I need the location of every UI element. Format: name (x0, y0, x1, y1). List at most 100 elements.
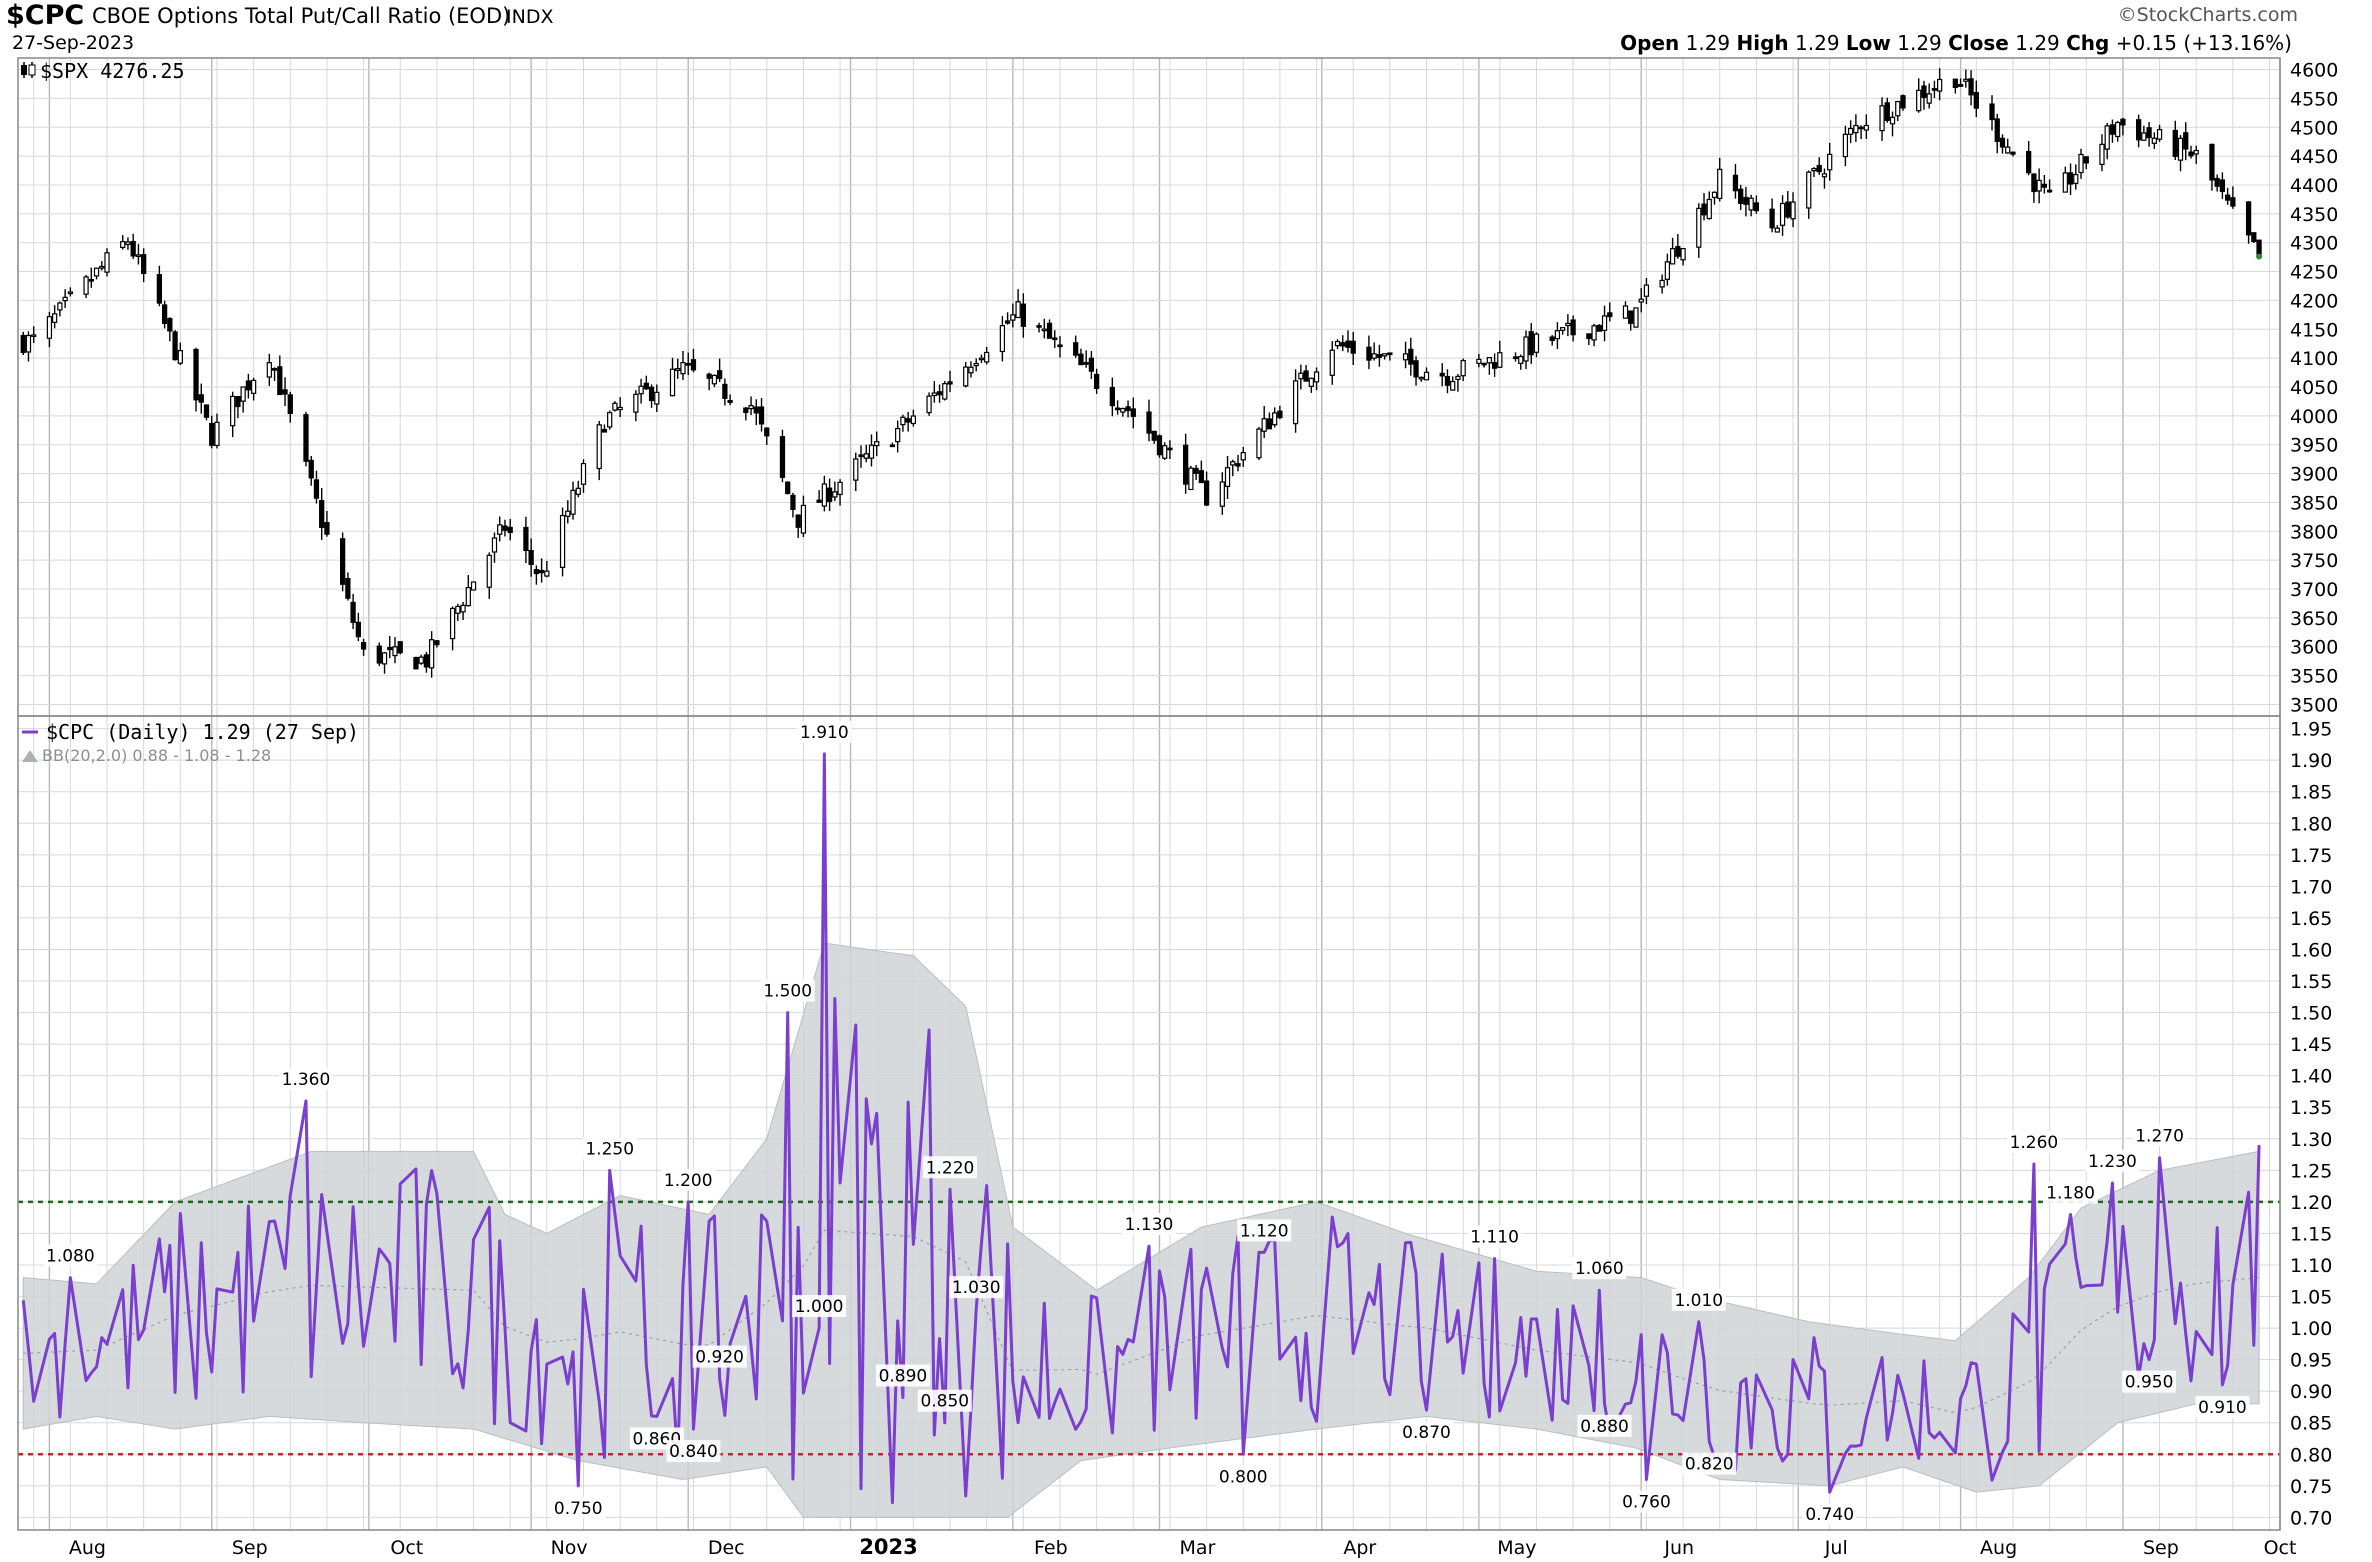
spx-candle (2230, 186, 2236, 209)
spx-candle (397, 641, 403, 655)
spx-candle (580, 459, 587, 493)
candle-body (874, 441, 880, 447)
annotation-label: 1.180 (2046, 1183, 2095, 1203)
spx-candle (837, 479, 843, 506)
spx-candle (638, 378, 644, 404)
annotation-box (797, 720, 852, 743)
candle-body (1999, 137, 2006, 148)
candle-body (1952, 78, 1958, 89)
spx-candle (1675, 234, 1681, 259)
candle-body (2010, 151, 2016, 155)
cpc-y-tick: 1.05 (2290, 1287, 2332, 1309)
spx-candle (1418, 376, 1424, 382)
annotation-box (2085, 1149, 2140, 1172)
spx-candle (104, 248, 110, 277)
cpc-annotation: 0.870 (1399, 1421, 1454, 1444)
spx-y-tick: 4400 (2290, 175, 2338, 197)
cpc-annotation: 0.740 (1802, 1503, 1857, 1526)
candle-body (858, 454, 864, 458)
spx-candle (868, 434, 875, 467)
spx-candle (2135, 114, 2142, 148)
open-value: 1.29 (1685, 31, 1731, 55)
cpc-annotation: 0.750 (551, 1496, 606, 1519)
close-value: 1.29 (2015, 31, 2060, 55)
candle-body (277, 366, 283, 396)
spx-candle (821, 475, 827, 512)
candle-body (135, 254, 142, 258)
annotation-box (1671, 1288, 1726, 1311)
cpc-annotation: 1.120 (1237, 1219, 1292, 1242)
spx-candle (2115, 120, 2121, 142)
candle-body (1350, 340, 1356, 354)
spx-candle (245, 373, 252, 399)
cpc-legend: $CPC (Daily) 1.29 (27 Sep) (46, 720, 359, 744)
cpc-annotation: 1.080 (43, 1244, 98, 1267)
candle-body (460, 604, 466, 613)
annotation-label: 1.010 (1674, 1291, 1723, 1311)
candle-body (1402, 353, 1409, 361)
candle-body (853, 458, 859, 481)
spx-candle (2078, 148, 2084, 179)
cpc-annotation: 1.000 (792, 1295, 847, 1318)
spx-candle (1329, 341, 1335, 385)
candle-body (1732, 174, 1739, 192)
annotation-label: 1.500 (763, 982, 812, 1002)
candle-body (1711, 191, 1718, 199)
candle-body (1329, 349, 1335, 376)
candle-body (203, 404, 210, 418)
candle-body (1696, 207, 1702, 248)
candle-body (2230, 197, 2236, 207)
cpc-annotation: 1.180 (2043, 1181, 2098, 1204)
annotation-box (666, 1440, 721, 1463)
spx-candle (1785, 191, 1791, 219)
spx-candle (1497, 340, 1503, 368)
cpc-annotation: 0.950 (2122, 1370, 2177, 1393)
spx-candle (1036, 322, 1042, 333)
spx-candle (1381, 353, 1388, 360)
spx-candle (1533, 332, 1540, 358)
candle-icon-body (21, 65, 27, 75)
bb-legend: BB(20,2.0) 0.88 - 1.08 - 1.28 (42, 746, 271, 765)
candle-body (753, 406, 759, 414)
spx-candle (999, 316, 1006, 362)
annotation-label: 0.740 (1805, 1505, 1854, 1525)
candle-body (287, 394, 293, 415)
cpc-annotation: 1.010 (1671, 1288, 1726, 1311)
candle-body (654, 391, 660, 405)
annotation-label: 1.250 (585, 1139, 634, 1159)
spx-candle (1481, 362, 1487, 368)
candle-body (1858, 126, 1864, 130)
spx-candle (1020, 293, 1026, 338)
candle-body (607, 412, 613, 428)
candle-body (1779, 202, 1786, 226)
annotation-label: 1.200 (664, 1171, 713, 1191)
spx-candle (1130, 397, 1136, 429)
spx-candle (1717, 157, 1723, 202)
spx-candle (460, 601, 466, 621)
candle-body (1664, 261, 1671, 280)
annotation-label: 0.880 (1580, 1417, 1629, 1437)
candle-body (1628, 310, 1634, 324)
spx-candle (1889, 111, 1896, 137)
candle-body (727, 399, 733, 403)
candle-body (1272, 412, 1278, 426)
candle-body (601, 428, 608, 433)
annotation-box (2122, 1370, 2177, 1393)
spx-candle (1455, 374, 1461, 392)
cpc-y-tick: 1.20 (2290, 1192, 2332, 1214)
candle-body (648, 386, 655, 402)
spx-candle (1863, 114, 1869, 139)
annotation-box (1216, 1465, 1271, 1488)
cpc-y-tick: 1.45 (2290, 1034, 2332, 1056)
candle-body (2172, 129, 2178, 157)
candle-body (832, 491, 838, 498)
candle-body (1957, 84, 1964, 87)
annotation-box (2043, 1181, 2098, 1204)
spx-y-tick: 3700 (2290, 579, 2338, 601)
candle-body (434, 640, 440, 646)
spx-candle (1402, 341, 1409, 369)
spx-y-tick: 4550 (2290, 88, 2338, 110)
candle-body (1345, 340, 1351, 348)
spx-candle (1057, 336, 1063, 358)
spx-candle (2209, 143, 2215, 191)
